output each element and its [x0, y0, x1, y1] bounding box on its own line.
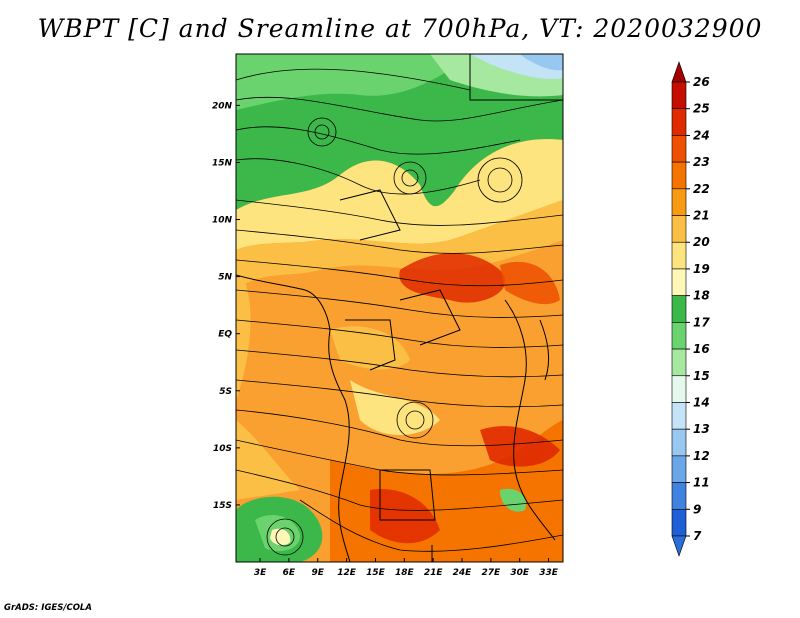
colorbar-label: 11: [693, 476, 710, 490]
colorbar-box: [671, 428, 687, 457]
colorbar-box: [671, 348, 687, 377]
colorbar-label: 26: [693, 75, 710, 89]
wbpt-zone-20: [236, 200, 563, 290]
colorbar-label: 22: [693, 182, 710, 196]
lat-tick-label: EQ: [218, 330, 232, 340]
colorbar-label: 14: [693, 395, 710, 409]
lon-tick-label: 33E: [539, 568, 559, 578]
wbpt-zone-19-south: [350, 380, 440, 435]
wbpt-zone-20-sw: [236, 420, 300, 500]
colorbar-label: 12: [693, 449, 710, 463]
map-frame: [235, 53, 564, 563]
colorbar-box: [671, 455, 687, 483]
colorbar-box: [671, 108, 687, 136]
wbpt-zone-16-se: [500, 488, 526, 512]
lat-tick-label: 10S: [213, 444, 232, 454]
lat-tick-label: 20N: [212, 101, 233, 111]
lon-tick-label: 6E: [283, 568, 296, 578]
lat-tick-label: 5S: [219, 387, 232, 397]
lon-tick-label: 9E: [312, 568, 325, 578]
lat-tick-label: 15S: [213, 501, 232, 511]
wbpt-zone-24-southeast: [480, 426, 560, 467]
colorbar-box: [671, 508, 687, 537]
colorbar-label: 19: [693, 262, 710, 276]
wbpt-zone-19: [236, 139, 563, 250]
colorbar-box: [671, 215, 687, 243]
wbpt-zone-24: [399, 253, 506, 303]
lon-tick-label: 12E: [337, 568, 357, 578]
lat-tick-label: 5N: [218, 273, 232, 283]
grads-credit: GrADS: IGES/COLA: [4, 603, 92, 613]
colorbar-label: 16: [693, 342, 710, 356]
colorbar-box: [671, 402, 687, 430]
streamlines: [236, 68, 563, 556]
colorbar-top-arrow: [671, 61, 687, 83]
colorbar-box: [671, 135, 687, 163]
wbpt-zone-20-west: [236, 260, 251, 400]
chart-title: WBPT [C] and Sreamline at 700hPa, VT: 20…: [37, 14, 763, 43]
wbpt-zone-13: [520, 54, 563, 71]
colorbar-label: 17: [693, 315, 710, 329]
lat-tick-label: 15N: [212, 158, 233, 168]
lon-tick-label: 21E: [424, 568, 444, 578]
lon-tick-label: 15E: [366, 568, 386, 578]
colorbar-label: 13: [693, 422, 710, 436]
map-plot-area: [236, 54, 563, 562]
wbpt-zone-18-sw: [270, 528, 291, 546]
colorbar-box: [671, 161, 687, 190]
longitude-axis: 3E 6E 9E 12E 15E 18E 21E 24E 27E 30E 33E: [254, 558, 559, 578]
colorbar-box: [671, 482, 687, 510]
colorbar-label: 21: [693, 209, 710, 223]
colorbar-box: [671, 322, 687, 350]
colorbar-box: [671, 295, 687, 323]
colorbar: 26 25 24 23 22 21 20 19 18 17 16 15 14 13 12 11 9 7: [671, 61, 710, 557]
lat-tick-label: 10N: [212, 216, 233, 226]
lon-tick-label: 3E: [254, 568, 267, 578]
colorbar-label: 24: [693, 128, 710, 142]
colorbar-box: [671, 268, 687, 296]
colorbar-label: 23: [693, 155, 710, 169]
coastlines: [236, 54, 563, 562]
colorbar-label: 18: [693, 289, 710, 303]
colorbar-bottom-arrow: [671, 535, 687, 557]
colorbar-box: [671, 241, 687, 270]
colorbar-box: [671, 375, 687, 403]
latitude-axis: 20N 15N 10N 5N EQ 5S 10S 15S: [212, 101, 240, 511]
colorbar-label: 15: [693, 369, 710, 383]
colorbar-box: [671, 81, 687, 110]
wbpt-zone-24-kalahari: [370, 489, 440, 544]
colorbar-label: 7: [693, 529, 702, 543]
lon-tick-label: 27E: [482, 568, 502, 578]
colorbar-label: 25: [693, 102, 710, 116]
colorbar-label: 9: [693, 502, 701, 516]
lon-tick-label: 30E: [510, 568, 530, 578]
wbpt-zone-16: [236, 54, 470, 110]
colorbar-label: 20: [693, 235, 710, 249]
colorbar-box: [671, 188, 687, 216]
lon-tick-label: 24E: [453, 568, 473, 578]
lon-tick-label: 18E: [395, 568, 415, 578]
